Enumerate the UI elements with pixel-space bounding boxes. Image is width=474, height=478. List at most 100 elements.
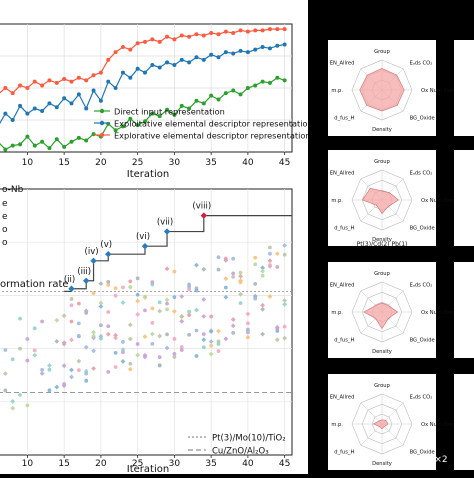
data-point [260,269,265,274]
data-point [70,297,74,301]
data-point [54,339,59,344]
data-point [173,337,177,341]
radar-card-partial [454,262,474,358]
data-point [158,355,162,359]
series-point-1 [194,55,198,59]
data-point [283,253,287,257]
data-point [239,301,243,305]
data-point [70,320,74,324]
data-point [173,352,177,356]
series-point-0 [84,138,88,142]
radar-axis-label: Density [372,461,392,467]
data-point [157,309,162,314]
data-point [165,266,170,271]
radar-axis-label: Group [374,49,390,55]
x-tick-label: 20 [95,459,107,469]
data-point [121,285,125,289]
series-point-0 [246,86,250,90]
radar-axis-label: Group [374,271,390,277]
series-point-2 [143,40,147,44]
data-point [3,348,7,352]
series-point-0 [18,142,22,146]
reference-legend-label: Pt(3)/Mo(10)/TiO₂ [212,434,286,444]
data-point [275,327,279,331]
series-point-2 [202,34,206,38]
formation-rate-label: ormation rate [0,279,69,290]
best-point [142,243,148,249]
x-tick-label: 20 [95,158,107,168]
data-point [128,322,133,327]
data-point [150,321,154,325]
data-point [128,362,132,366]
data-point [239,271,243,275]
step-annotation: (v) [100,240,112,250]
data-point [194,308,199,313]
data-point [40,320,44,324]
series-point-2 [209,31,213,35]
data-point [26,337,30,341]
data-point [217,268,221,272]
series-point-2 [106,58,110,62]
data-point [179,319,184,324]
x-tick-label: 15 [58,459,69,469]
radar-axis-label: Ox Num Oxide [421,198,459,204]
step-annotation: (iv) [85,247,99,257]
radar-axis-label: m.p. [331,310,343,316]
best-point [164,228,170,234]
series-point-2 [3,86,7,90]
data-point [283,325,287,329]
x-tick-label: 40 [242,459,254,469]
data-point [224,286,228,290]
data-point [194,263,199,268]
series-point-1 [11,118,15,122]
data-point [209,329,214,334]
series-point-2 [165,35,169,39]
data-point [231,323,236,328]
series-point-2 [217,32,221,36]
data-point [187,310,191,314]
series-point-2 [275,27,279,31]
series-point-1 [202,58,206,62]
series-point-2 [40,83,44,87]
data-point [128,280,132,284]
series-point-2 [84,78,88,82]
data-point [84,311,88,315]
data-point [187,333,191,337]
data-point [195,289,199,293]
series-point-1 [158,66,162,70]
series-point-2 [231,31,235,35]
data-point [201,267,206,272]
radar-axis-label: EN_Allred [330,282,355,288]
series-point-1 [84,106,88,110]
data-point [77,335,81,339]
data-point [106,324,110,328]
series-point-1 [217,55,221,59]
series-point-1 [92,89,96,93]
step-annotation: (iii) [77,267,91,277]
data-point [48,388,52,392]
data-point [69,337,74,342]
data-point [114,351,118,355]
series-point-1 [3,112,7,116]
data-point [172,309,177,314]
series-point-0 [11,144,15,148]
data-point [136,276,140,280]
data-point [106,283,110,287]
series-point-1 [106,80,110,84]
series-point-2 [77,76,81,80]
series-point-2 [172,37,176,41]
radar-axis-label: Group [374,383,390,389]
legend-marker [100,109,104,113]
data-point [150,332,155,337]
data-point [253,256,257,260]
data-point [18,317,22,321]
series-point-1 [62,96,66,100]
data-point [216,329,221,334]
data-point [260,303,265,308]
data-point [165,297,170,302]
data-point [143,295,147,299]
series-point-1 [172,63,176,67]
series-point-1 [99,99,103,103]
data-point [69,375,74,380]
